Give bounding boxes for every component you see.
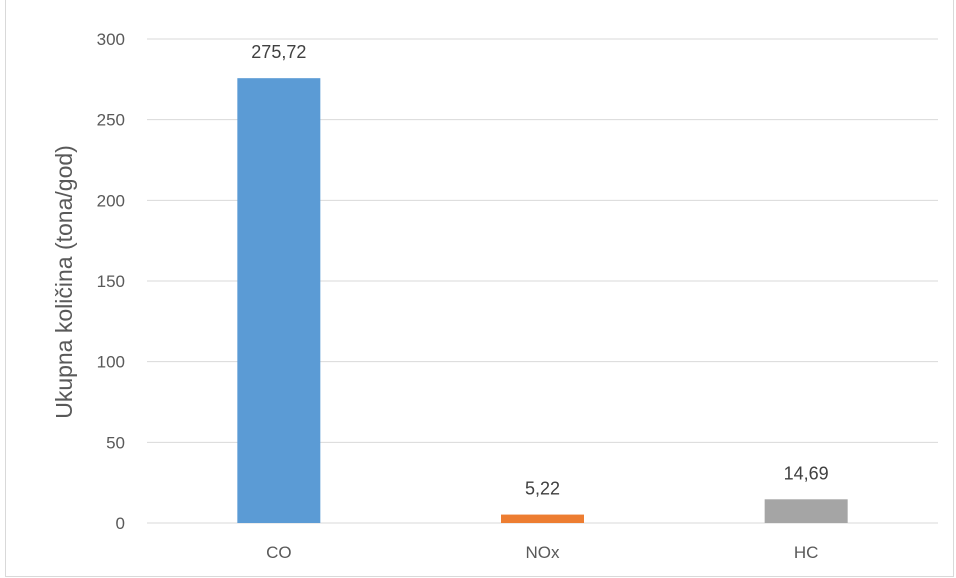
y-axis-title: Ukupna količina (tona/god) [51, 145, 77, 419]
y-tick-label: 50 [106, 433, 125, 452]
y-tick-label: 200 [97, 191, 125, 210]
x-tick-label: NOx [526, 543, 561, 562]
x-axis-ticks: CO NOx HC [266, 543, 818, 562]
bars [237, 78, 848, 524]
y-tick-label: 100 [97, 353, 125, 372]
data-labels: 275,72 5,22 14,69 [251, 42, 828, 498]
x-tick-label: HC [794, 543, 819, 562]
x-tick-label: CO [266, 543, 292, 562]
bar-hc [764, 499, 848, 523]
y-tick-label: 150 [97, 272, 125, 291]
bar-co [237, 78, 321, 524]
bar-nox [501, 514, 584, 523]
y-tick-label: 300 [97, 30, 125, 49]
y-axis-ticks: 0 50 100 150 200 250 300 [97, 30, 125, 533]
y-tick-label: 250 [97, 111, 125, 130]
data-label-co: 275,72 [251, 42, 306, 62]
chart-frame [5, 0, 954, 577]
data-label-hc: 14,69 [784, 463, 829, 483]
data-label-nox: 5,22 [525, 479, 560, 499]
y-tick-label: 0 [116, 514, 125, 533]
